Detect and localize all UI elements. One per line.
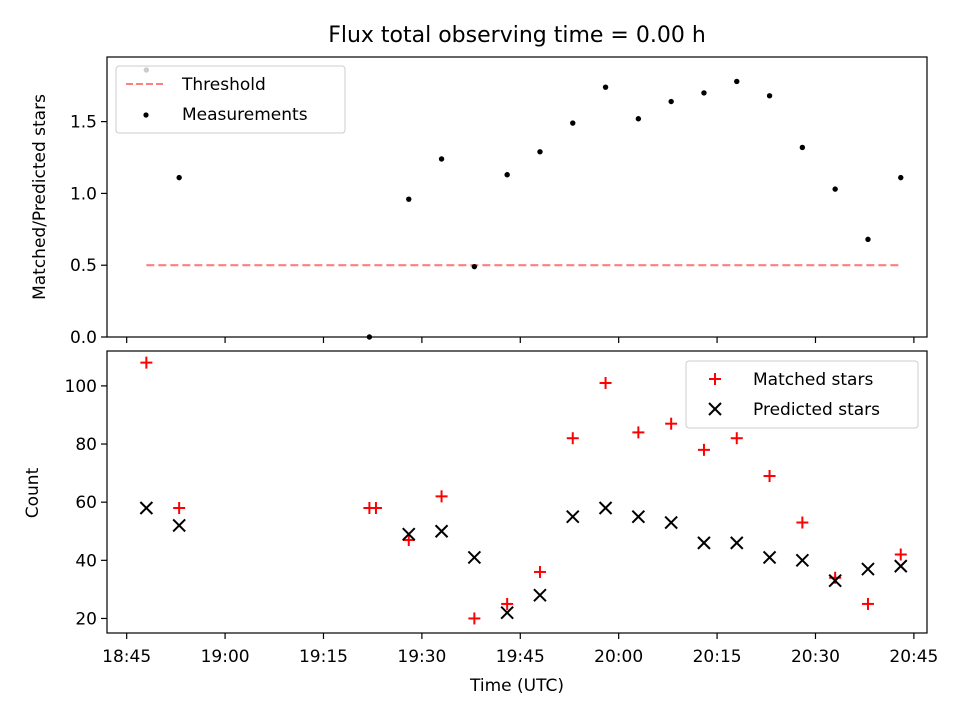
bottom-x-ticks: 18:45 19:00 19:15 19:30 19:45 20:00 20:15 20:30… — [102, 633, 938, 667]
predicted-legend-swatch — [708, 402, 722, 416]
top-y-tick-label: 1.5 — [70, 113, 97, 133]
bottom-y-axis-label: Count — [23, 467, 43, 518]
x-tick-label: 19:30 — [397, 647, 446, 667]
measurements-point — [635, 116, 642, 122]
bottom-legend-box — [685, 360, 919, 429]
measurements-point — [504, 172, 510, 178]
x-tick-label: 20:45 — [889, 647, 938, 667]
matched-stars-point — [402, 533, 415, 546]
predicted-stars-point — [730, 536, 744, 550]
predicted-legend-label: Predicted stars — [753, 400, 880, 420]
matched-stars-point — [599, 376, 612, 389]
x-tick-label: 18:45 — [102, 647, 151, 667]
x-tick-label: 19:15 — [299, 647, 348, 667]
measurements-point — [766, 93, 773, 99]
bottom-plot-marks — [139, 356, 908, 625]
measurements-point — [832, 186, 838, 192]
predicted-stars-point — [861, 562, 875, 576]
bottom-panel: Count 20 40 60 80 100 18:45 19:00 19:15 19:30 19… — [23, 350, 938, 667]
predicted-stars-point — [533, 588, 547, 602]
x-tick-label: 19:45 — [496, 647, 545, 667]
predicted-stars-point — [828, 573, 842, 588]
matched-stars-point — [632, 426, 645, 439]
matched-legend-swatch — [709, 373, 721, 385]
measurements-point — [799, 144, 806, 151]
bottom-y-tick-label: 100 — [65, 377, 97, 397]
top-legend-box — [115, 65, 346, 134]
bottom-axes-frame — [106, 350, 928, 634]
matched-stars-point — [730, 432, 743, 445]
top-y-tick-label: 0.5 — [70, 256, 97, 276]
measurements-point — [734, 78, 740, 85]
top-y-axis-label: Matched/Predicted stars — [30, 94, 50, 300]
measurements-point — [865, 236, 871, 243]
predicted-stars-point — [402, 527, 416, 541]
matched-stars-point — [173, 501, 186, 514]
matched-stars-point — [665, 417, 678, 430]
x-axis-label: Time (UTC) — [469, 676, 564, 696]
x-tick-label: 20:00 — [594, 647, 643, 667]
predicted-stars-point — [566, 510, 580, 524]
measurements-legend-label: Measurements — [182, 105, 308, 125]
top-y-tick-label: 0.0 — [70, 328, 97, 348]
matched-stars-point — [894, 548, 907, 561]
chart-title: Flux total observing time = 0.00 h — [328, 23, 706, 48]
matched-stars-point — [468, 612, 481, 625]
bottom-y-tick-label: 80 — [75, 435, 97, 455]
measurements-point — [406, 196, 412, 202]
bottom-y-tick-label: 40 — [75, 551, 97, 571]
threshold-legend-label: Threshold — [181, 75, 266, 95]
bottom-y-tick-label: 60 — [75, 493, 97, 513]
matched-stars-point — [861, 597, 874, 610]
predicted-stars-point — [894, 559, 908, 573]
top-y-ticks: 0.0 0.5 1.0 1.5 — [70, 113, 107, 348]
predicted-stars-point — [434, 524, 449, 538]
top-x-ticks — [126, 337, 915, 343]
x-tick-label: 19:00 — [201, 647, 250, 667]
matched-stars-point — [435, 490, 448, 503]
matched-legend-label: Matched stars — [753, 370, 873, 390]
x-tick-label: 20:15 — [693, 647, 742, 667]
measurements-point — [602, 84, 609, 90]
measurements-legend-swatch — [143, 112, 149, 118]
predicted-stars-point — [172, 518, 186, 533]
bottom-y-ticks: 20 40 60 80 100 — [65, 377, 107, 629]
bottom-y-tick-label: 20 — [75, 609, 97, 629]
predicted-stars-point — [598, 501, 613, 515]
predicted-stars-point — [631, 510, 646, 524]
measurements-point — [898, 174, 904, 181]
matched-stars-point — [763, 470, 776, 483]
top-y-tick-label: 1.0 — [70, 184, 97, 204]
top-axes-frame — [106, 56, 928, 338]
predicted-stars-point — [467, 550, 482, 565]
measurements-point — [570, 120, 576, 126]
measurements-point — [176, 174, 182, 181]
predicted-stars-point — [139, 501, 154, 515]
predicted-stars-point — [762, 550, 777, 565]
measurements-point — [668, 98, 674, 105]
measurements-point — [537, 149, 543, 155]
predicted-stars-point — [664, 515, 678, 530]
predicted-stars-point — [795, 553, 810, 568]
measurements-point — [701, 90, 707, 96]
predicted-stars-point — [697, 536, 711, 550]
matched-stars-point — [501, 597, 514, 610]
matched-stars-point — [697, 443, 710, 456]
measurements-point — [471, 263, 478, 270]
matched-stars-point — [796, 516, 809, 529]
matched-stars-point — [369, 501, 382, 514]
matched-stars-point — [566, 432, 579, 445]
top-panel: Matched/Predicted stars 0.0 0.5 1.0 1.5 Thr… — [30, 56, 928, 348]
predicted-stars-point — [500, 605, 514, 620]
bottom-legend: Matched stars Predicted stars — [685, 360, 919, 429]
measurements-point — [438, 156, 445, 162]
matched-stars-point — [140, 356, 153, 369]
matched-stars-point — [533, 565, 546, 578]
x-tick-label: 20:30 — [791, 647, 840, 667]
top-legend: Threshold Measurements — [115, 65, 346, 134]
